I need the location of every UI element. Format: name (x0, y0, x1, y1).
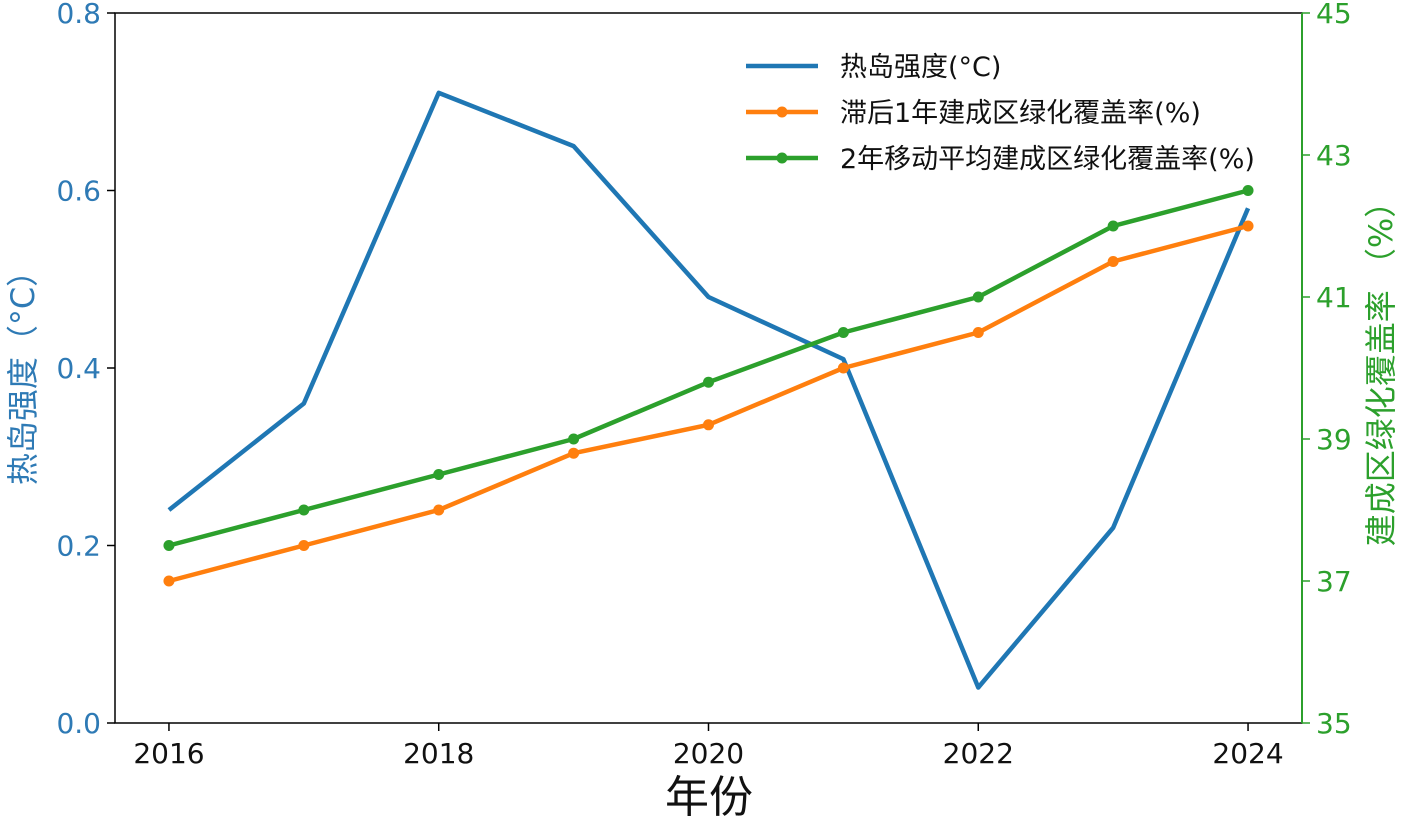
series-3-point (703, 376, 714, 388)
right-y-tick-label: 35 (1316, 707, 1352, 740)
x-tick-label: 2024 (1212, 737, 1283, 770)
series-3-point (568, 433, 580, 445)
series-3-point (837, 327, 849, 338)
x-tick-label: 2022 (943, 737, 1014, 770)
series-line-3 (168, 188, 1249, 548)
left-y-tick-label: 0.8 (56, 0, 101, 30)
series-2-point (703, 419, 714, 431)
right-y-axis-label: 建成区绿化覆盖率 （%） (1362, 186, 1400, 547)
left-y-tick-label: 0.4 (56, 352, 101, 385)
right-y-tick-label: 39 (1316, 423, 1352, 456)
series-3-point (1107, 220, 1119, 232)
x-axis-label: 年份 (665, 772, 753, 823)
series-line-2 (168, 223, 1249, 584)
left-y-axis-label: 热岛强度（°C） (4, 255, 42, 485)
right-y-tick-label: 41 (1316, 281, 1352, 314)
x-tick-label: 2018 (403, 737, 474, 770)
right-y-tick-label: 37 (1316, 565, 1352, 598)
series-layer (163, 90, 1254, 690)
series-3-point (972, 291, 984, 303)
series-line-1 (167, 90, 1251, 690)
series-2-point (433, 504, 445, 516)
series-2-point (568, 447, 580, 459)
series-2-point (298, 540, 310, 551)
left-y-tick-label: 0.2 (56, 530, 101, 563)
series-2-point (972, 327, 984, 338)
series-3-point (1242, 185, 1254, 196)
right-y-tick-label: 45 (1316, 0, 1352, 30)
x-tick-label: 2016 (133, 737, 204, 770)
series-2-point (1107, 256, 1119, 267)
left-y-tick-label: 0.6 (56, 175, 101, 208)
legend-marker-3 (776, 152, 788, 164)
series-2-point (163, 575, 175, 587)
series-2-point (837, 362, 849, 374)
series-3-point (298, 504, 310, 516)
legend-marker-2 (776, 106, 788, 118)
axes-layer: 0.0 0.2 0.4 0.6 0.8 35 37 39 41 43 45 2016 2018 2020 2… (56, 0, 1351, 770)
right-y-tick-label: 43 (1316, 139, 1352, 172)
series-3-point (163, 540, 175, 551)
series-3-point (433, 469, 445, 480)
series-2-point (1242, 220, 1254, 232)
legend-label-3: 2年移动平均建成区绿化覆盖率(%) (840, 144, 1255, 175)
legend-label-2: 滞后1年建成区绿化覆盖率(%) (840, 98, 1201, 129)
legend-label-1: 热岛强度(°C) (840, 52, 1001, 83)
x-tick-label: 2020 (673, 737, 744, 770)
left-y-tick-label: 0.0 (56, 707, 101, 740)
legend: 热岛强度(°C) 滞后1年建成区绿化覆盖率(%) 2年移动平均建成区绿化覆盖率(%) (746, 52, 1255, 175)
